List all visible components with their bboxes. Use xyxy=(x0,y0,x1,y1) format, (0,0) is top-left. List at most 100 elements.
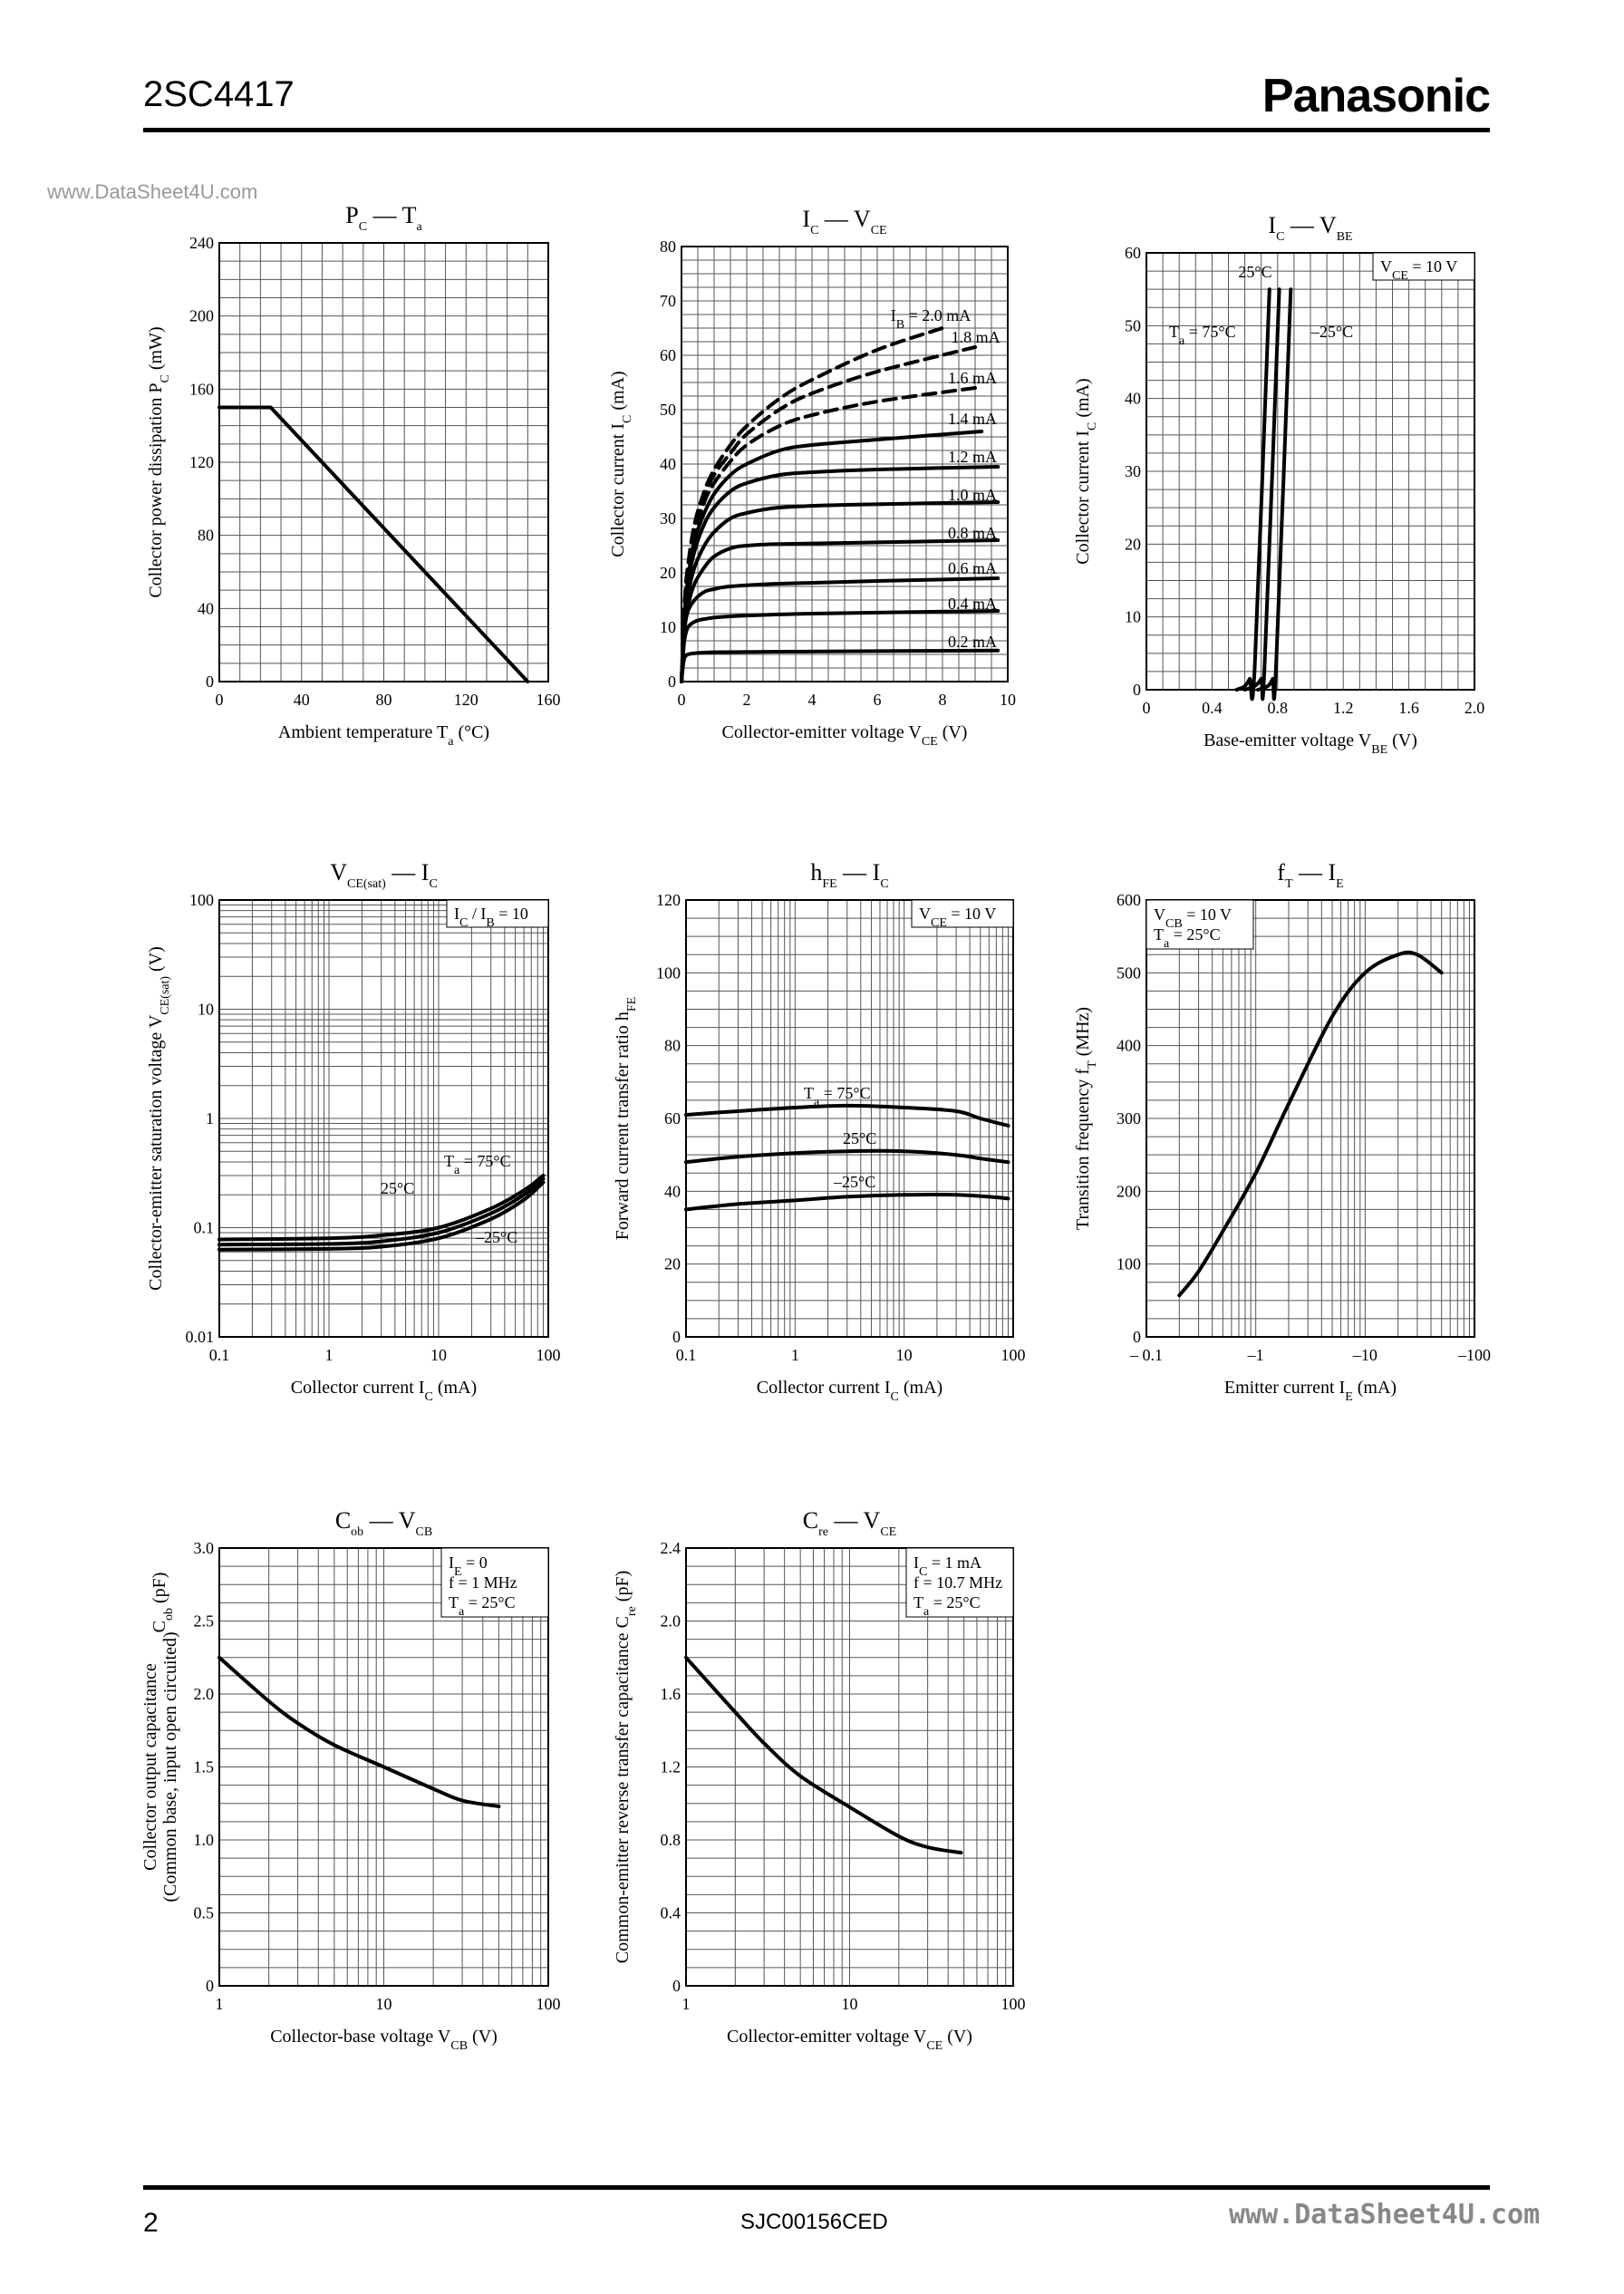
chart-title: Cob — VCB xyxy=(335,1507,432,1539)
series-line-0 xyxy=(218,1655,501,1808)
condition-box xyxy=(911,899,1014,928)
y-tick-label: 600 xyxy=(1116,891,1141,909)
y-axis-label: Forward current transfer ratio hFE xyxy=(613,997,639,1240)
y-tick-label: 2.0 xyxy=(194,1685,215,1703)
series-line-2 xyxy=(218,1180,546,1252)
y-tick-label: 0.8 xyxy=(661,1831,682,1849)
y-tick-label: 0 xyxy=(1133,1328,1141,1346)
x-tick-label: 1 xyxy=(791,1346,799,1364)
series-label: 1.2 mA xyxy=(948,448,997,466)
condition-label: VCB = 10 V xyxy=(1154,905,1232,931)
series-label: Ta = 75°C xyxy=(444,1152,511,1177)
y-tick-label: 240 xyxy=(189,234,214,252)
plot-frame xyxy=(218,899,549,1338)
series-line-0 xyxy=(1177,950,1444,1298)
x-tick-label: 100 xyxy=(536,1995,561,2013)
series-line-0 xyxy=(1234,287,1271,702)
x-tick-label: 160 xyxy=(536,691,561,709)
x-tick-label: 100 xyxy=(1001,1995,1026,2013)
y-tick-label: 400 xyxy=(1116,1037,1141,1055)
y-axis-label: Collector output capacitance xyxy=(140,1663,160,1871)
x-tick-label: 8 xyxy=(939,691,947,709)
watermark-top: www.DataSheet4U.com xyxy=(47,180,258,203)
series-line-2 xyxy=(684,1193,1010,1212)
y-axis-label: Collector current IC (mA) xyxy=(1073,378,1099,564)
y-tick-label: 0 xyxy=(206,1977,214,1995)
x-tick-label: – 0.1 xyxy=(1129,1346,1163,1364)
series-label: 1.8 mA xyxy=(952,328,1000,346)
y-tick-label: 2.0 xyxy=(661,1612,682,1631)
y-tick-label: 100 xyxy=(1116,1255,1141,1273)
y-tick-label: 120 xyxy=(189,453,214,471)
chart-ic_vce: 0 2 4 6 8 10 0 10 20 30 40 50 60 70 80 IC — VCE Collecto… xyxy=(608,206,1016,749)
condition-label: VCE = 10 V xyxy=(919,905,996,930)
x-tick-label: 0.1 xyxy=(209,1346,230,1364)
y-tick-label: 40 xyxy=(198,599,214,617)
y-tick-label: 10 xyxy=(198,1001,214,1019)
x-axis-label: Collector-emitter voltage VCE (V) xyxy=(727,2027,972,2053)
y-tick-label: 30 xyxy=(1125,462,1141,480)
y-tick-label: 50 xyxy=(660,401,676,419)
y-tick-label: 1.6 xyxy=(661,1685,682,1703)
series-label: 25°C xyxy=(381,1179,414,1197)
x-tick-label: –1 xyxy=(1247,1346,1264,1364)
condition-box xyxy=(1372,252,1475,281)
y-tick-label: 30 xyxy=(660,509,676,528)
x-tick-label: 120 xyxy=(454,691,478,709)
series-label: –25°C xyxy=(833,1173,875,1191)
condition-label: Ta = 25°C xyxy=(449,1593,516,1619)
plot-frame xyxy=(218,242,549,682)
y-tick-label: 10 xyxy=(1125,608,1141,626)
series-line-1 xyxy=(218,1176,546,1247)
series-label: 1.0 mA xyxy=(948,486,997,504)
x-tick-label: 10 xyxy=(1000,691,1016,709)
series-line-0 xyxy=(684,1103,1010,1128)
series-label: 0.2 mA xyxy=(948,633,997,651)
y-axis-label: Collector power dissipation PC (mW) xyxy=(146,326,172,597)
series-line-1 xyxy=(1242,287,1281,702)
series-label: Ta = 75°C xyxy=(1169,323,1236,348)
x-axis-label: Collector-emitter voltage VCE (V) xyxy=(722,722,968,749)
y-tick-label: 60 xyxy=(1125,244,1141,262)
condition-label: Ta = 25°C xyxy=(1154,925,1221,951)
series-line-1 xyxy=(684,1148,1010,1165)
y-tick-label: 0.4 xyxy=(661,1904,682,1922)
chart-cre_vce: 1 10 100 0 0.4 0.8 1.2 1.6 2.0 2.4 Cre — VCE Collec… xyxy=(613,1507,1026,2053)
condition-label: IC / IB = 10 xyxy=(454,905,528,930)
x-tick-label: –100 xyxy=(1457,1346,1491,1364)
x-tick-label: 4 xyxy=(808,691,817,709)
watermark-bottom: www.DataSheet4U.com xyxy=(1229,2199,1541,2231)
y-tick-label: 0.01 xyxy=(186,1328,215,1346)
y-tick-label: 160 xyxy=(189,380,214,398)
series-label: 1.4 mA xyxy=(948,410,997,428)
y-tick-label: 40 xyxy=(664,1182,681,1200)
x-axis-label: Collector current IC (mA) xyxy=(757,1378,942,1404)
chart-title: Cre — VCE xyxy=(803,1507,896,1539)
y-tick-label: 60 xyxy=(664,1109,681,1128)
y-tick-label: 40 xyxy=(660,455,676,473)
x-axis-label: Base-emitter voltage VBE (V) xyxy=(1204,731,1417,757)
y-tick-label: 0.1 xyxy=(194,1219,215,1237)
series-label: Ta = 75°C xyxy=(804,1084,871,1109)
chart-hfe_ic: 0.1 1 10 100 0 20 40 60 80 100 120 hFE — IC Collecto… xyxy=(613,859,1026,1404)
x-tick-label: 80 xyxy=(376,691,392,709)
y-tick-label: 0 xyxy=(672,1977,681,1995)
y-tick-label: 200 xyxy=(189,307,214,325)
x-tick-label: 1.6 xyxy=(1398,699,1419,717)
chart-title: PC — Ta xyxy=(345,202,422,234)
brand-logo: Panasonic xyxy=(1262,70,1491,122)
grid xyxy=(1146,899,1475,1338)
condition-label: VCE = 10 V xyxy=(1380,257,1457,283)
x-tick-label: 100 xyxy=(1001,1346,1026,1364)
y-tick-label: 0.5 xyxy=(194,1904,215,1922)
series-line-0 xyxy=(218,1174,546,1242)
y-tick-label: 2.5 xyxy=(194,1612,215,1631)
chart-title: IC — VBE xyxy=(1268,212,1352,244)
page-number: 2 xyxy=(143,2208,159,2238)
y-tick-label: 20 xyxy=(664,1255,681,1273)
y-tick-label: 100 xyxy=(189,891,214,909)
chart-title: VCE(sat) — IC xyxy=(330,859,438,891)
x-tick-label: 40 xyxy=(294,691,310,709)
x-axis-label: Collector-base voltage VCB (V) xyxy=(270,2027,498,2053)
chart-title: IC — VCE xyxy=(802,206,886,237)
